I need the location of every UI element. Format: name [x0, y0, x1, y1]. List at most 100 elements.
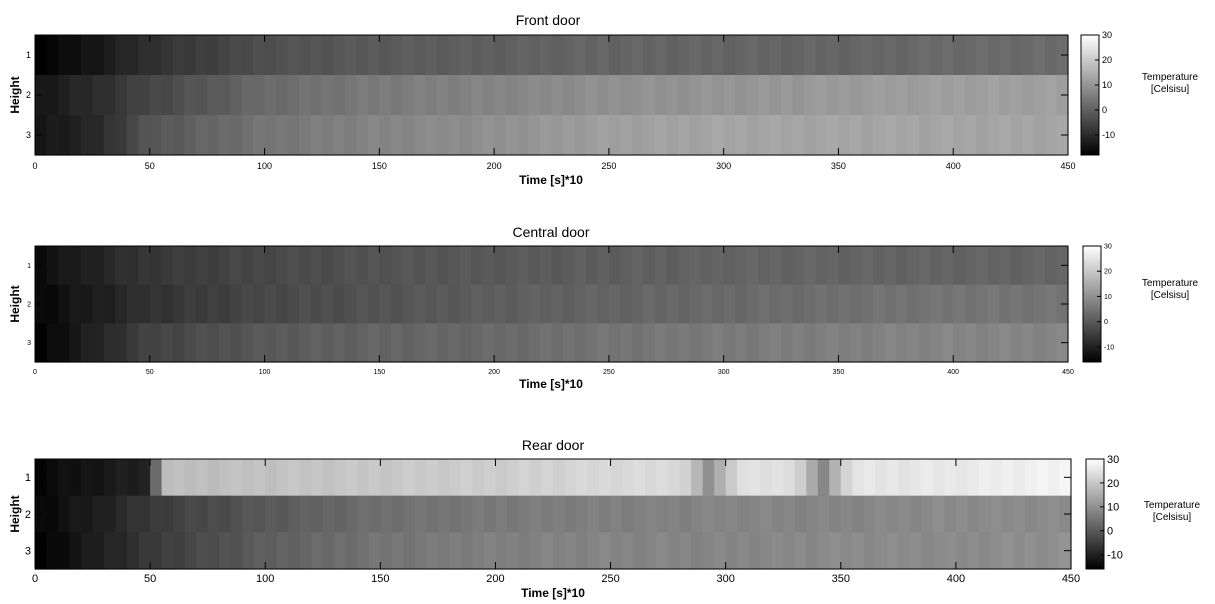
heatmap-cell	[735, 246, 748, 286]
heatmap-cell	[872, 35, 885, 76]
x-axis-ticks: 0 50 100 150 200 250 300 350 400 450	[32, 459, 1080, 585]
heatmap-cell	[448, 115, 461, 156]
y-axis-ticks: 1 2 3	[26, 50, 1068, 140]
heatmap-cell	[758, 35, 771, 76]
heatmap-cell	[643, 75, 656, 116]
heatmap-cell	[551, 35, 564, 76]
heatmap-cell	[58, 532, 71, 570]
heatmap-cell	[390, 75, 403, 116]
heatmap-cell	[299, 532, 312, 570]
x-tick-label: 400	[947, 369, 959, 376]
heatmap-cell	[448, 284, 461, 324]
heatmap-cell	[46, 75, 59, 116]
heatmap-cell	[264, 115, 277, 156]
heatmap-cell	[689, 75, 702, 116]
heatmap-cells	[35, 459, 1072, 570]
heatmap-cell	[196, 495, 209, 533]
heatmap-cell	[333, 115, 346, 156]
heatmap-cell	[1010, 35, 1023, 76]
heatmap-cell	[149, 115, 162, 156]
heatmap-cell	[654, 323, 667, 363]
heatmap-cell	[645, 459, 658, 497]
heatmap-cell	[69, 246, 82, 286]
heatmap-cell	[668, 532, 681, 570]
heatmap-cell	[482, 75, 495, 116]
heatmap-cell	[645, 495, 658, 533]
x-tick-label: 150	[371, 573, 389, 585]
heatmap-cell	[861, 75, 874, 116]
x-tick-label: 100	[259, 369, 271, 376]
heatmap-cell	[679, 459, 692, 497]
heatmap-cell	[57, 323, 71, 363]
heatmap-cell	[126, 284, 139, 324]
heatmap-cell	[150, 495, 163, 533]
heatmap-cell	[1022, 75, 1035, 116]
heatmap-cell	[562, 115, 576, 156]
heatmap-cell	[597, 35, 610, 76]
heatmap-cell	[562, 323, 576, 363]
heatmap-cell	[953, 75, 966, 116]
colorbar-tick-label: 0	[1104, 319, 1108, 326]
rear-door-panel: Rear door 0 50 100 150 200 250 300 350 400 450 12…	[8, 437, 1201, 600]
heatmap-cell	[115, 532, 128, 570]
x-tick-label: 200	[486, 573, 504, 585]
heatmap-cell	[184, 246, 197, 286]
heatmap-cell	[518, 532, 531, 570]
x-tick-label: 350	[831, 161, 846, 171]
heatmap-cell	[967, 495, 980, 533]
heatmap-cell	[529, 532, 543, 570]
heatmap-cell	[783, 495, 796, 533]
heatmap-cell	[321, 323, 335, 363]
heatmap-cell	[46, 532, 59, 570]
heatmap-cell	[92, 495, 105, 533]
heatmap-cell	[918, 323, 931, 363]
heatmap-cell	[551, 246, 564, 286]
heatmap-cell	[436, 246, 449, 286]
heatmap-cell	[425, 115, 438, 156]
heatmap-cell	[553, 532, 566, 570]
heatmap-cell	[333, 246, 346, 286]
heatmap-cell	[829, 532, 842, 570]
heatmap-cell	[138, 532, 151, 570]
heatmap-cell	[253, 35, 266, 76]
central-door-panel: Central door 0 50 100 150 200 250 300 350 400 450…	[8, 224, 1199, 391]
heatmap-cell	[448, 75, 461, 116]
heatmap-cell	[771, 459, 784, 497]
heatmap-cell	[287, 323, 300, 363]
heatmap-cell	[104, 495, 117, 533]
colorbar-tick-label: 10	[1104, 294, 1112, 301]
heatmap-cell	[551, 284, 564, 324]
heatmap-cell	[103, 75, 116, 116]
heatmap-cell	[553, 459, 566, 497]
heatmap-cell	[528, 115, 541, 156]
heatmap-cell	[357, 459, 370, 497]
heatmap-cell	[219, 495, 232, 533]
heatmap-cell	[149, 75, 162, 116]
heatmap-cell	[264, 284, 277, 324]
heatmap-cell	[840, 495, 853, 533]
y-axis-label: Height	[8, 76, 22, 113]
heatmap-cell	[57, 75, 71, 116]
heatmap-cell	[276, 459, 289, 497]
heatmap-cell	[207, 75, 220, 116]
heatmap-cell	[505, 75, 518, 116]
heatmap-cell	[599, 459, 612, 497]
heatmap-cell	[608, 75, 621, 116]
heatmap-cell	[241, 75, 254, 116]
heatmap-cell	[976, 284, 989, 324]
heatmap-cell	[334, 459, 347, 497]
x-tick-label: 100	[256, 573, 274, 585]
heatmap-cell	[517, 75, 530, 116]
heatmap-cell	[826, 115, 840, 156]
heatmap-cell	[643, 35, 656, 76]
heatmap-cell	[436, 35, 449, 76]
heatmap-cell	[585, 246, 599, 286]
heatmap-cell	[390, 323, 403, 363]
heatmap-cell	[115, 284, 128, 324]
heatmap-cell	[930, 75, 943, 116]
heatmap-cell	[955, 495, 968, 533]
heatmap-cell	[390, 246, 403, 286]
heatmap-cell	[656, 495, 669, 533]
x-tick-label: 250	[601, 161, 616, 171]
heatmap-cell	[471, 115, 484, 156]
